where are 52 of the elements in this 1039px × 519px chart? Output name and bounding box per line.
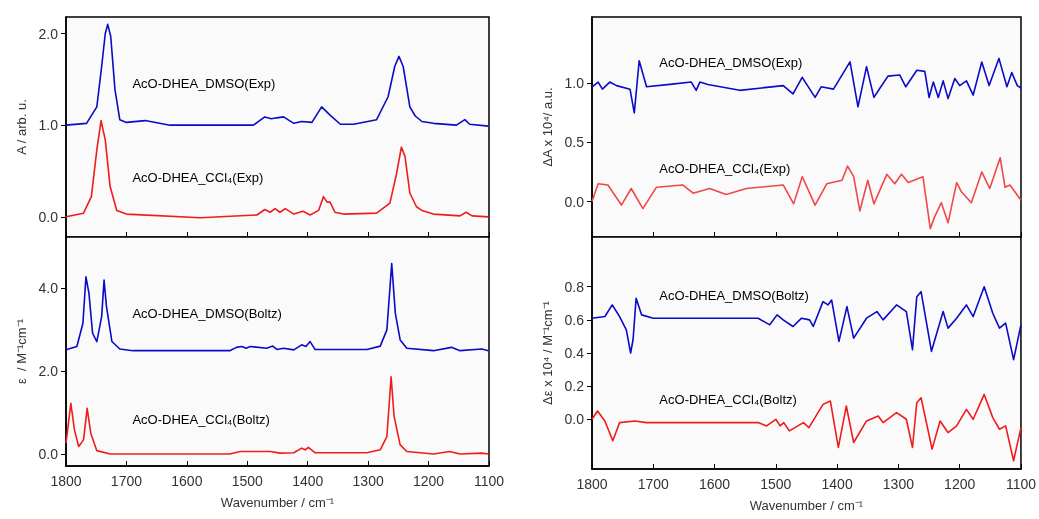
line-series <box>65 376 490 455</box>
x-tick-label: 1500 <box>760 476 792 492</box>
x-tick-label: 1700 <box>110 473 143 489</box>
y-axis-title: ε / M⁻¹cm⁻¹ <box>13 318 29 385</box>
x-tick-label: 1100 <box>1005 476 1037 492</box>
y-axis-title: ΔA x 10⁴/ a.u. <box>539 87 555 167</box>
y-tick-label: 0.0 <box>564 193 585 210</box>
y-tick-label: 2.0 <box>38 363 59 379</box>
y-tick-label: 0.0 <box>38 445 59 462</box>
y-tick-label: 0.0 <box>564 411 585 428</box>
series-label: AcO-DHEA_CCl₄(Exp) <box>132 170 264 186</box>
y-tick-label: 0.8 <box>564 278 585 295</box>
y-tick-label: 0.0 <box>38 208 59 225</box>
series-label: AcO-DHEA_CCl₄(Exp) <box>659 161 791 177</box>
y-tick-label: 2.0 <box>38 25 59 42</box>
y-axis-title: Δε x 10⁴ / M⁻¹cm⁻¹ <box>539 300 555 405</box>
x-tick-label: 1200 <box>412 473 445 489</box>
x-tick-label: 1800 <box>50 473 82 489</box>
x-axis-title: Wavenumber / cm⁻¹ <box>220 495 335 510</box>
x-tick-label: 1600 <box>698 476 731 492</box>
series-label: AcO-DHEA_DMSO(Boltz) <box>659 288 809 304</box>
series-label: AcO-DHEA_CCl₄(Boltz) <box>132 412 270 428</box>
line-series <box>65 23 490 127</box>
y-tick-label: 1.0 <box>564 75 585 92</box>
series-label: AcO-DHEA_DMSO(Exp) <box>659 54 803 70</box>
y-tick-label: 4.0 <box>38 280 59 297</box>
y-tick-label: 0.2 <box>564 378 585 395</box>
y-tick-label: 0.6 <box>564 311 585 328</box>
y-axis-title: A / arb. u. <box>13 99 29 155</box>
x-tick-label: 1500 <box>231 473 264 489</box>
x-tick-label: 1700 <box>637 476 670 492</box>
x-tick-label: 1600 <box>171 473 203 489</box>
x-tick-label: 1800 <box>576 476 608 492</box>
line-series <box>591 285 1022 361</box>
x-tick-label: 1400 <box>292 473 324 489</box>
series-label: AcO-DHEA_CCl₄(Boltz) <box>659 392 797 408</box>
line-series <box>65 262 490 352</box>
x-tick-label: 1100 <box>473 473 505 489</box>
line-series <box>591 156 1022 230</box>
x-tick-label: 1200 <box>944 476 976 492</box>
y-tick-label: 1.0 <box>38 117 59 134</box>
y-tick-label: 0.4 <box>564 345 585 361</box>
series-label: AcO-DHEA_DMSO(Exp) <box>132 75 276 91</box>
line-series <box>591 57 1022 114</box>
series-label: AcO-DHEA_DMSO(Boltz) <box>132 305 282 321</box>
line-series <box>591 393 1022 462</box>
y-tick-label: 0.5 <box>564 134 585 151</box>
x-tick-label: 1300 <box>882 476 915 492</box>
x-axis-title: Wavenumber / cm⁻¹ <box>749 498 864 513</box>
x-tick-label: 1400 <box>821 476 853 492</box>
line-series <box>65 119 490 219</box>
x-tick-label: 1300 <box>352 473 384 489</box>
